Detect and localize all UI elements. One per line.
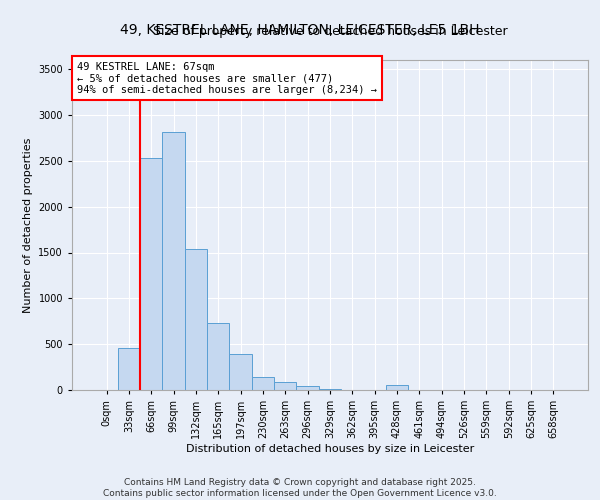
- Bar: [296, 386, 319, 390]
- Bar: [229, 354, 252, 390]
- Bar: [274, 382, 296, 390]
- Bar: [207, 323, 229, 390]
- Bar: [386, 384, 408, 390]
- X-axis label: Distribution of detached houses by size in Leicester: Distribution of detached houses by size …: [186, 444, 474, 454]
- Y-axis label: Number of detached properties: Number of detached properties: [23, 138, 32, 312]
- Text: 49, KESTREL LANE, HAMILTON, LEICESTER, LE5 1BH: 49, KESTREL LANE, HAMILTON, LEICESTER, L…: [120, 22, 480, 36]
- Bar: [140, 158, 163, 390]
- Bar: [185, 249, 207, 390]
- Bar: [118, 348, 140, 390]
- Title: Size of property relative to detached houses in Leicester: Size of property relative to detached ho…: [152, 25, 508, 38]
- Bar: [252, 377, 274, 390]
- Bar: [319, 388, 341, 390]
- Bar: [163, 132, 185, 390]
- Text: Contains HM Land Registry data © Crown copyright and database right 2025.
Contai: Contains HM Land Registry data © Crown c…: [103, 478, 497, 498]
- Text: 49 KESTREL LANE: 67sqm
← 5% of detached houses are smaller (477)
94% of semi-det: 49 KESTREL LANE: 67sqm ← 5% of detached …: [77, 62, 377, 95]
